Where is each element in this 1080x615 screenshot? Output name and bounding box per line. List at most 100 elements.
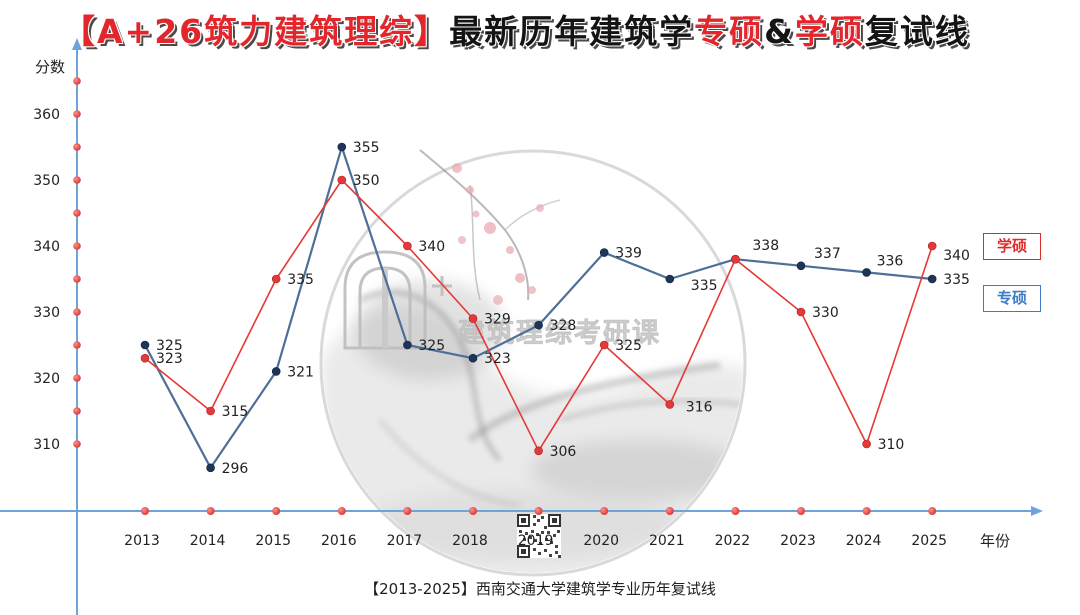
- title-brand: 【A+26筑力建筑理综】: [62, 12, 450, 51]
- data-label-zhuanshuo: 335: [691, 278, 718, 294]
- y-axis-tick-marker: [73, 440, 81, 448]
- data-label-xueshuo: 306: [550, 444, 577, 460]
- data-label-xueshuo: 340: [418, 239, 445, 255]
- data-point-xueshuo: [271, 274, 281, 284]
- y-axis-tick-marker: [73, 242, 81, 250]
- arch-logo: [343, 250, 452, 350]
- x-axis-title: 年份: [980, 532, 1010, 550]
- axis-ticks: 310 320 330 340 350 360 2013 2014 2015 2016 2017 20…: [33, 77, 947, 549]
- data-label-zhuanshuo: 328: [550, 318, 577, 334]
- data-point-xueshuo: [599, 340, 609, 350]
- data-point-xueshuo: [337, 175, 347, 185]
- chart-title: 【A+26筑力建筑理综】最新历年建筑学专硕&学硕复试线: [62, 8, 1072, 56]
- series-points: [140, 142, 937, 473]
- x-tick-label: 2018: [452, 533, 488, 549]
- y-tick-label: 320: [33, 371, 60, 387]
- data-label-zhuanshuo: 321: [287, 364, 314, 380]
- data-point-xueshuo: [862, 439, 871, 449]
- data-label-zhuanshuo: 335: [943, 272, 970, 288]
- y-axis-tick-marker: [73, 143, 81, 151]
- x-axis-tick-marker: [731, 507, 740, 515]
- data-label-xueshuo: 325: [615, 338, 642, 354]
- data-label-xueshuo: 329: [484, 312, 511, 328]
- data-point-xueshuo: [731, 254, 740, 264]
- x-tick-label: 2017: [387, 533, 423, 549]
- data-point-zhuanshuo: [665, 274, 675, 284]
- x-tick-label: 2016: [321, 533, 357, 549]
- x-tick-label: 2019: [518, 533, 554, 549]
- data-label-xueshuo: 335: [287, 272, 314, 288]
- data-point-zhuanshuo: [140, 340, 150, 350]
- x-axis-tick-marker: [403, 507, 412, 515]
- y-axis-arrow: [72, 38, 82, 50]
- data-point-zhuanshuo: [468, 353, 478, 363]
- x-tick-label: 2021: [649, 533, 685, 549]
- y-tick-label: 360: [33, 107, 60, 123]
- y-tick-label: 340: [33, 239, 60, 255]
- data-point-xueshuo: [534, 446, 543, 456]
- data-label-zhuanshuo: 325: [156, 338, 183, 354]
- x-axis-tick-marker: [272, 507, 281, 515]
- x-axis-tick-marker: [862, 507, 871, 515]
- x-tick-label: 2025: [911, 533, 947, 549]
- y-axis-tick-marker: [73, 374, 81, 382]
- legend-item-xueshuo: 学硕: [983, 233, 1041, 260]
- legend-item-zhuanshuo: 专硕: [983, 285, 1041, 312]
- data-point-xueshuo: [927, 241, 937, 251]
- y-axis-tick-marker: [73, 341, 81, 349]
- y-axis-tick-marker: [73, 275, 81, 283]
- y-tick-label: 310: [33, 437, 60, 453]
- data-label-zhuanshuo: 337: [814, 246, 841, 262]
- data-labels: 323 315 335 350 340 329 306 325 316 330 310 340 325 2…: [156, 140, 970, 477]
- data-point-zhuanshuo: [206, 463, 215, 473]
- title-part: &: [764, 12, 795, 51]
- x-axis-tick-marker: [928, 507, 937, 515]
- chart-caption: 【2013-2025】西南交通大学建筑学专业历年复试线: [364, 580, 716, 598]
- title-part: 复试线: [864, 12, 970, 51]
- x-axis-tick-marker: [141, 507, 149, 515]
- y-tick-label: 350: [33, 173, 60, 189]
- x-tick-label: 2020: [583, 533, 619, 549]
- x-axis-tick-marker: [337, 507, 346, 515]
- x-axis-tick-marker: [534, 507, 543, 515]
- data-point-zhuanshuo: [796, 261, 806, 271]
- x-tick-label: 2013: [124, 533, 160, 549]
- data-point-xueshuo: [140, 353, 150, 363]
- data-point-xueshuo: [665, 400, 675, 409]
- x-tick-label: 2024: [846, 533, 882, 549]
- data-point-xueshuo: [796, 307, 806, 317]
- x-tick-label: 2022: [715, 533, 751, 549]
- data-point-xueshuo: [403, 241, 412, 251]
- data-label-zhuanshuo: 296: [222, 461, 249, 477]
- x-tick-label: 2015: [255, 533, 291, 549]
- data-label-xueshuo: 316: [686, 399, 713, 415]
- data-label-xueshuo: 330: [812, 305, 839, 321]
- data-label-zhuanshuo: 339: [615, 246, 642, 262]
- data-label-zhuanshuo: 355: [353, 140, 380, 156]
- y-axis-title: 分数: [35, 58, 65, 76]
- plum-blossom-branch: [419, 149, 561, 305]
- qr-code: [517, 514, 561, 558]
- y-tick-label: 330: [33, 305, 60, 321]
- title-part: 专硕: [694, 12, 765, 51]
- y-axis-tick-marker: [73, 77, 81, 85]
- data-label-zhuanshuo: 338: [752, 238, 779, 254]
- y-axis-tick-marker: [73, 176, 81, 184]
- data-label-zhuanshuo: 323: [484, 351, 511, 367]
- data-point-zhuanshuo: [599, 248, 609, 257]
- data-point-zhuanshuo: [271, 367, 281, 376]
- x-axis-tick-marker: [600, 507, 609, 515]
- x-axis-arrow: [1031, 506, 1043, 516]
- data-label-xueshuo: 350: [353, 173, 380, 189]
- watermark-text: 建筑理综考研课: [458, 317, 661, 349]
- x-axis-tick-marker: [206, 507, 215, 515]
- data-point-zhuanshuo: [534, 320, 543, 330]
- data-point-zhuanshuo: [337, 142, 347, 152]
- data-point-zhuanshuo: [403, 340, 412, 350]
- data-point-zhuanshuo: [862, 268, 871, 277]
- y-axis-tick-marker: [73, 308, 81, 316]
- data-point-xueshuo: [206, 406, 215, 416]
- title-part: 最新历年建筑学: [449, 12, 695, 51]
- data-label-zhuanshuo: 336: [877, 253, 904, 269]
